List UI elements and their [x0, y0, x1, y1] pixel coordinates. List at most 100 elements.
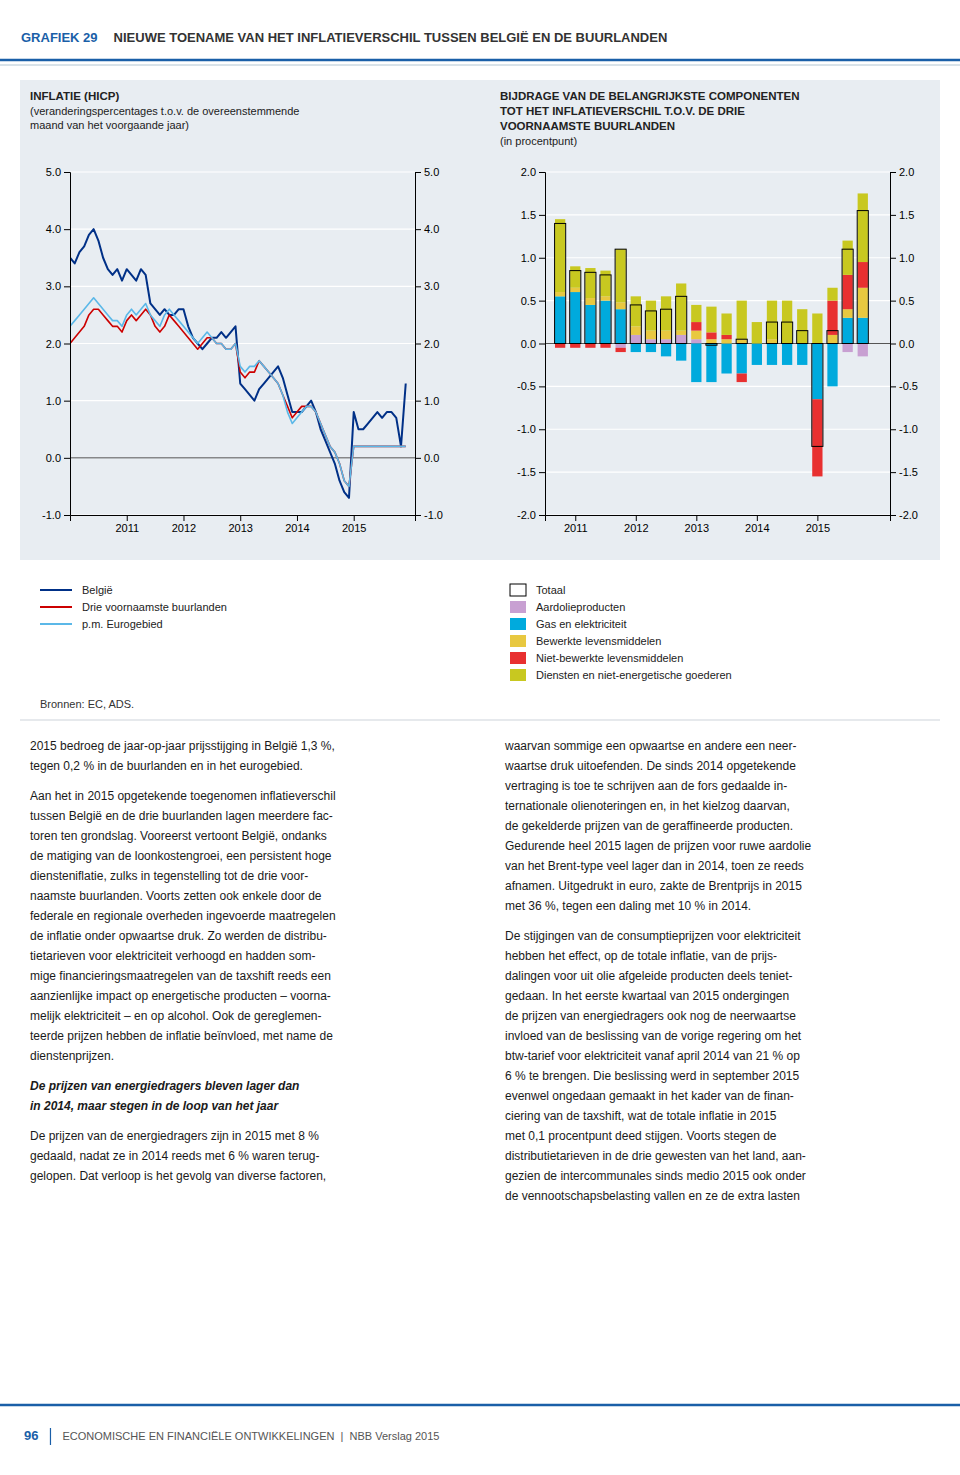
legend-label: Niet-bewerkte levensmiddelen	[536, 652, 683, 664]
body-text: De stijgingen van de consumptieprijzen v…	[505, 929, 801, 943]
bar-segment	[842, 344, 852, 353]
body-text: de gekelderde prijzen van de geraffineer…	[505, 819, 793, 833]
body-text: waarvan sommige een opwaartse en andere …	[504, 739, 797, 753]
total-outline	[630, 305, 641, 344]
header-rule-thin	[0, 65, 960, 66]
y2-axis-tick-label: 1.5	[899, 209, 914, 221]
bar-segment	[842, 309, 852, 318]
bar-segment	[585, 344, 595, 348]
x-axis-tick-mark	[696, 515, 697, 521]
y2-axis-tick-label: 2.0	[424, 338, 439, 350]
x-axis-tick-label: 2013	[685, 522, 709, 534]
bar-segment	[585, 298, 595, 305]
x-axis-tick: 2015	[342, 515, 366, 534]
y2-axis-tick-mark	[890, 472, 896, 473]
bar-segment	[737, 344, 747, 374]
y-axis: -1.00.01.02.03.04.05.0	[42, 166, 70, 521]
y-axis-tick-label: 0.0	[521, 338, 536, 350]
y-axis-tick: 3.0	[46, 280, 70, 292]
body-text: federale en regionale overheden ingevoer…	[30, 909, 336, 923]
y-axis-tick-mark	[64, 172, 70, 173]
legend-swatch	[510, 618, 526, 630]
legend: BelgiëDrie voornaamste buurlandenp.m. Eu…	[40, 584, 227, 630]
y2-axis-tick: 2.0	[415, 338, 439, 350]
bar-segment	[737, 339, 747, 343]
y-axis-tick: 0.0	[521, 338, 545, 350]
y-axis-tick-mark	[539, 301, 545, 302]
y2-axis-tick-mark	[890, 258, 896, 259]
bar-segment	[691, 322, 701, 331]
y-axis-tick-mark	[539, 344, 545, 345]
y-axis-tick-mark	[64, 286, 70, 287]
chart-title: TOT HET INFLATIEVERSCHIL T.O.V. DE DRIE	[500, 105, 745, 117]
body-text: gelopen. Dat verloop is het gevolg van d…	[30, 1169, 326, 1183]
y2-axis-tick: 3.0	[415, 280, 439, 292]
y2-axis-tick-mark	[415, 515, 421, 516]
y2-axis-tick: 2.0	[890, 166, 914, 178]
legend-swatch	[40, 589, 72, 591]
bar-segment	[782, 301, 792, 344]
x-axis-line	[71, 516, 416, 522]
total-outline	[676, 296, 687, 343]
body-text: ciering van de taxshift, wat de totale i…	[505, 1109, 777, 1123]
legend-label: Gas en elektriciteit	[536, 618, 626, 630]
x-axis-tick-mark	[575, 515, 576, 521]
y2-axis-tick-mark	[890, 215, 896, 216]
body-text: tegen 0,2 % in de buurlanden en in het e…	[30, 759, 303, 773]
x-axis-tick: 2012	[172, 515, 196, 534]
series-line	[70, 309, 406, 486]
bar-segment	[721, 313, 731, 334]
y-axis-tick: 2.0	[521, 166, 545, 178]
bar-segment	[661, 339, 671, 343]
x-axis-tick-mark	[183, 515, 184, 521]
y-axis-tick-label: 0.5	[521, 295, 536, 307]
y2-axis-tick: 0.5	[890, 295, 914, 307]
x-axis-tick-label: 2013	[228, 522, 252, 534]
bar-segment	[600, 301, 610, 344]
body-text: dalingen voor uit olie afgeleide product…	[505, 969, 793, 983]
body-heading: De prijzen van energiedragers bleven lag…	[30, 1079, 299, 1093]
y-axis-tick: 0.5	[521, 295, 545, 307]
legend-swatch	[40, 606, 72, 608]
bar-segment	[721, 339, 731, 343]
y-axis-tick-mark	[64, 401, 70, 402]
chart-title: VOORNAAMSTE BUURLANDEN	[500, 120, 675, 132]
y-axis-line	[539, 173, 546, 516]
y-axis-tick-mark	[539, 215, 545, 216]
bar-segment	[706, 339, 716, 343]
bar-segment	[812, 313, 822, 343]
grid-line	[545, 171, 890, 172]
bar-segment	[646, 331, 656, 340]
y-axis-tick-label: -1.5	[517, 466, 536, 478]
x-axis-tick: 2013	[685, 515, 709, 534]
y2-axis-tick-label: -2.0	[899, 509, 918, 521]
bar-segment	[676, 331, 686, 335]
bar-segment	[721, 335, 731, 339]
x-axis-tick: 2011	[115, 515, 139, 534]
page-number: 96	[24, 1428, 38, 1443]
source: Bronnen: EC, ADS.	[40, 698, 134, 710]
y-axis-tick-mark	[539, 515, 545, 516]
separator	[20, 720, 940, 721]
bar-segment	[570, 288, 580, 292]
body-text: de vennootschapsbelasting vallen en ze d…	[505, 1189, 800, 1203]
x-axis-tick-label: 2015	[342, 522, 366, 534]
y-axis-tick-label: 0.0	[46, 452, 61, 464]
y2-axis-line	[416, 173, 422, 516]
body-text: met 36 %, tegen een daling met 10 % in 2…	[505, 899, 751, 913]
y2-axis-tick-label: -1.0	[424, 509, 443, 521]
y-axis-tick: 4.0	[46, 223, 70, 235]
bar-segment	[767, 301, 777, 340]
grid-line	[545, 214, 890, 215]
bar-segment	[858, 193, 868, 262]
y2-axis-tick-label: -1.5	[899, 466, 918, 478]
legend-swatch	[510, 635, 526, 647]
legend-label: Aardolieproducten	[536, 601, 625, 613]
y-axis-tick: 1.0	[521, 252, 545, 264]
total-outline	[660, 309, 671, 343]
y2-axis-tick: 0.0	[890, 338, 914, 350]
bar-segment	[782, 344, 792, 365]
bar-segment	[661, 296, 671, 330]
body-text: afnamen. Uitgedrukt in euro, zakte de Br…	[505, 879, 802, 893]
x-axis-tick-label: 2012	[624, 522, 648, 534]
